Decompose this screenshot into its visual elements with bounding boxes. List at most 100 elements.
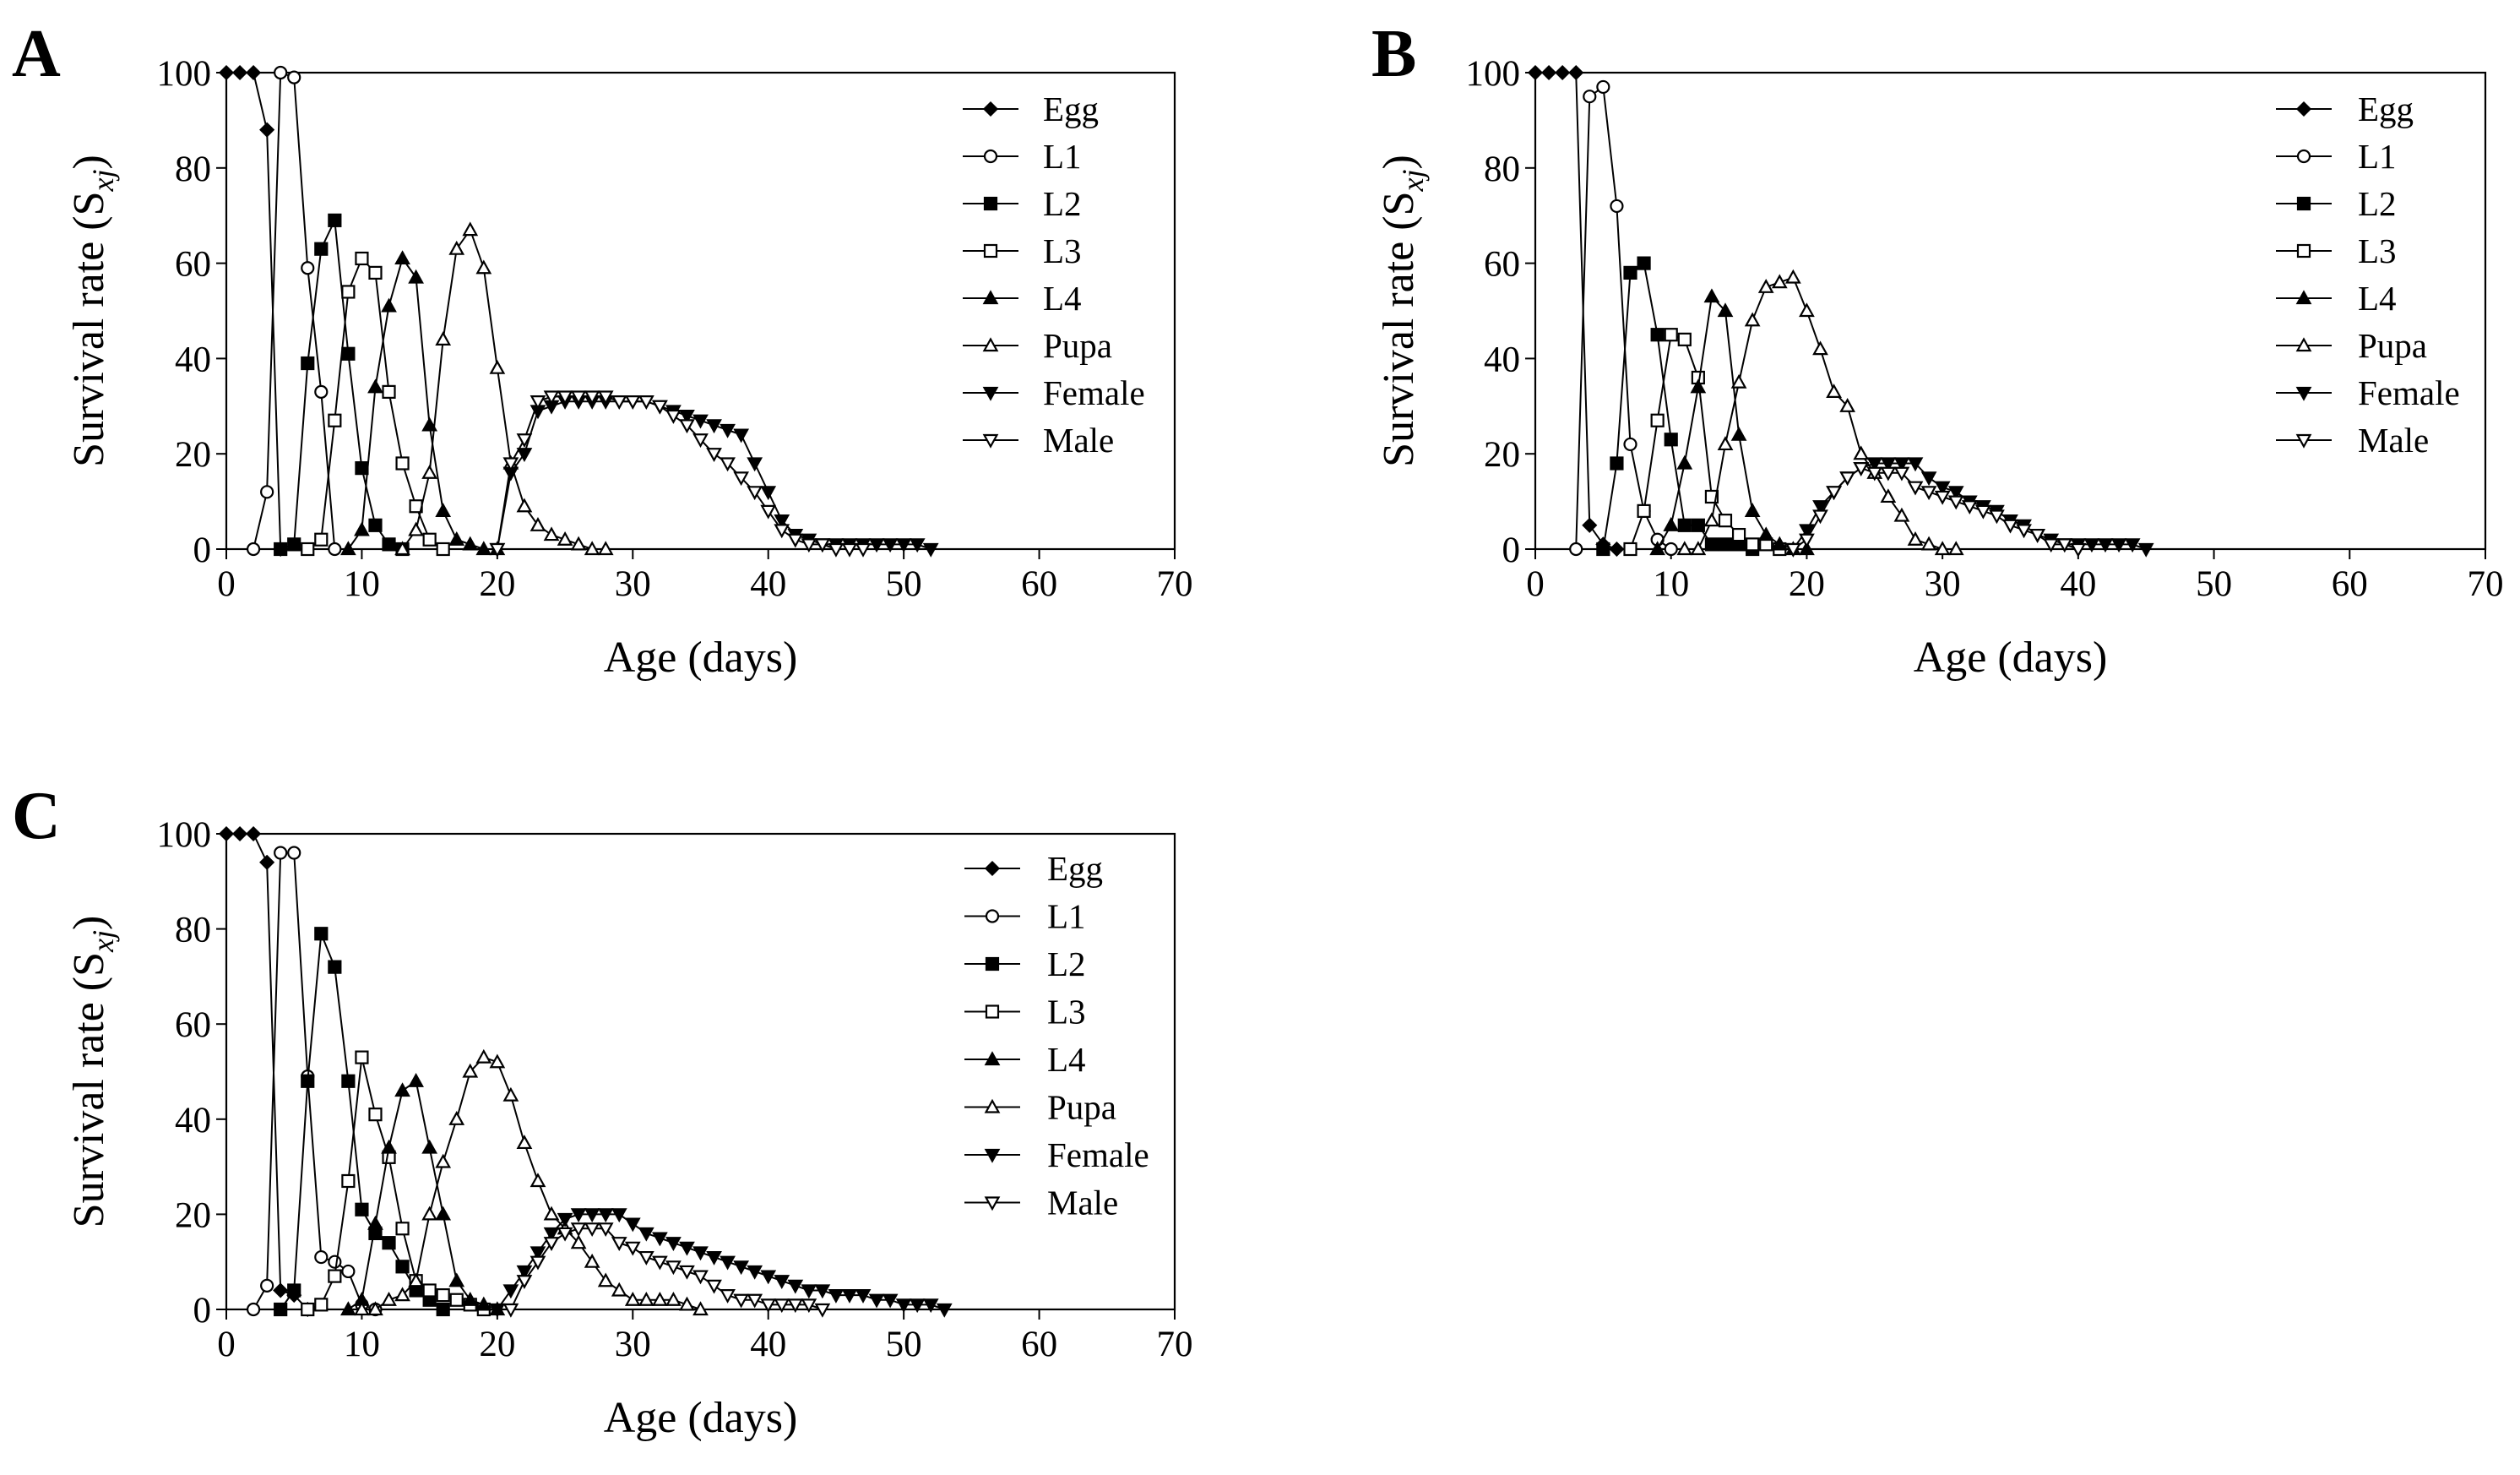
y-tick-label-c: 80 xyxy=(175,911,211,950)
series-line-l2 xyxy=(1602,261,1753,550)
data-point-female xyxy=(530,1246,546,1261)
data-point-l3 xyxy=(1637,503,1651,518)
data-point-l4 xyxy=(462,536,479,551)
data-point-male xyxy=(1947,495,1964,510)
data-point-l3 xyxy=(1650,413,1665,427)
legend-label-male: Male xyxy=(1043,421,1114,460)
data-point-male xyxy=(733,471,749,487)
data-point-l3 xyxy=(301,542,315,557)
data-point-pupa xyxy=(394,1287,410,1302)
series-male-a xyxy=(489,390,872,558)
series-egg-c xyxy=(218,825,316,1318)
data-point-female xyxy=(1812,500,1828,515)
legend-label-l2: L2 xyxy=(1043,184,1082,223)
data-point-male xyxy=(2043,538,2060,553)
data-point-l2 xyxy=(341,346,356,361)
series-l4-c xyxy=(340,1072,506,1316)
data-point-female xyxy=(692,414,709,429)
data-point-egg xyxy=(259,854,275,870)
legend-entry-l3: L3 xyxy=(964,993,1086,1031)
data-point-l4 xyxy=(448,1272,465,1287)
data-point-female xyxy=(922,542,939,558)
data-point-female xyxy=(706,419,722,434)
series-l4-b xyxy=(1649,288,1815,556)
data-point-l3 xyxy=(436,1288,450,1303)
legend-entry-female: Female xyxy=(2276,373,2460,412)
legend-marker-l3 xyxy=(2296,243,2311,259)
data-point-pupa xyxy=(354,1301,370,1316)
legend-entry-male: Male xyxy=(964,1184,1118,1222)
data-point-male xyxy=(489,542,506,558)
data-point-pupa xyxy=(570,536,587,551)
legend-marker-male xyxy=(984,1196,1001,1211)
data-point-l3 xyxy=(1623,542,1637,557)
data-point-l4 xyxy=(1757,526,1774,542)
data-point-female xyxy=(774,1275,790,1289)
data-point-pupa xyxy=(462,221,479,237)
data-point-egg xyxy=(246,825,262,842)
data-point-l1 xyxy=(314,384,329,399)
data-point-egg xyxy=(273,1282,289,1298)
data-point-male xyxy=(760,504,777,520)
legend-marker-female xyxy=(2295,386,2312,401)
data-point-pupa xyxy=(475,1048,492,1064)
series-line-female xyxy=(497,1213,945,1310)
legend-b: Egg L1 L2 L3 L4 Pupa Female Male xyxy=(2276,90,2460,460)
data-point-pupa xyxy=(652,1291,668,1306)
data-point-female xyxy=(706,1250,722,1265)
data-point-male xyxy=(760,1298,777,1314)
data-point-l2 xyxy=(301,356,315,371)
x-tick-label-c: 10 xyxy=(344,1325,380,1364)
series-egg-b xyxy=(1527,64,1625,558)
data-point-pupa xyxy=(1771,274,1788,289)
data-point-female xyxy=(543,1227,560,1242)
x-tick-label-a: 10 xyxy=(344,564,380,604)
x-axis-title-a: Age (days) xyxy=(604,634,798,682)
legend-marker-l4 xyxy=(984,1051,1001,1066)
legend-label-pupa: Pupa xyxy=(1043,326,1112,365)
panel-letter-a: A xyxy=(12,17,61,91)
data-point-pupa xyxy=(1717,436,1734,451)
data-point-pupa xyxy=(516,1135,533,1150)
data-point-pupa xyxy=(624,1291,641,1306)
panel-b: B 0 10 20 30 40 50 60 70 0 20 40 60 80 100 Age (days) Su… xyxy=(1371,17,2504,682)
data-point-l1 xyxy=(260,485,274,499)
legend-marker-l1 xyxy=(983,149,998,164)
data-point-l3 xyxy=(1731,527,1746,542)
data-point-male xyxy=(1893,466,1910,482)
y-tick-label-b: 80 xyxy=(1484,150,1520,189)
legend-entry-l4: L4 xyxy=(964,1040,1086,1079)
data-point-l3 xyxy=(301,1302,315,1317)
legend-label-l3: L3 xyxy=(1043,231,1082,270)
legend-marker-l2 xyxy=(983,196,998,211)
data-point-male xyxy=(2002,519,2018,534)
x-tick-label-c: 40 xyxy=(750,1325,786,1364)
data-point-male xyxy=(557,390,573,405)
data-point-male xyxy=(1880,466,1897,482)
data-point-l3 xyxy=(1677,332,1692,346)
data-point-female xyxy=(747,457,763,472)
data-point-male xyxy=(720,1289,736,1304)
data-point-pupa xyxy=(557,531,573,546)
series-l2-c xyxy=(274,927,450,1317)
data-point-l2 xyxy=(1718,537,1733,552)
x-tick-label-a: 30 xyxy=(615,564,651,604)
data-point-l1 xyxy=(274,65,288,80)
data-point-l2 xyxy=(287,1283,301,1298)
data-point-pupa xyxy=(570,1234,587,1249)
y-tick-label-c: 20 xyxy=(175,1195,211,1235)
data-point-pupa xyxy=(1934,541,1951,556)
data-point-l4 xyxy=(448,531,465,546)
y-tick-label-b: 100 xyxy=(1466,54,1521,94)
x-tick-label-b: 0 xyxy=(1526,564,1545,604)
data-point-l3 xyxy=(341,285,356,299)
data-point-male xyxy=(624,395,641,410)
data-point-female xyxy=(828,1289,845,1304)
data-point-pupa xyxy=(448,1111,465,1125)
legend-entry-l1: L1 xyxy=(2276,137,2397,176)
data-point-female xyxy=(638,1227,654,1242)
data-point-l4 xyxy=(1703,288,1720,303)
data-point-male xyxy=(570,390,587,405)
data-point-l1 xyxy=(287,846,301,860)
legend-entry-female: Female xyxy=(963,373,1145,412)
